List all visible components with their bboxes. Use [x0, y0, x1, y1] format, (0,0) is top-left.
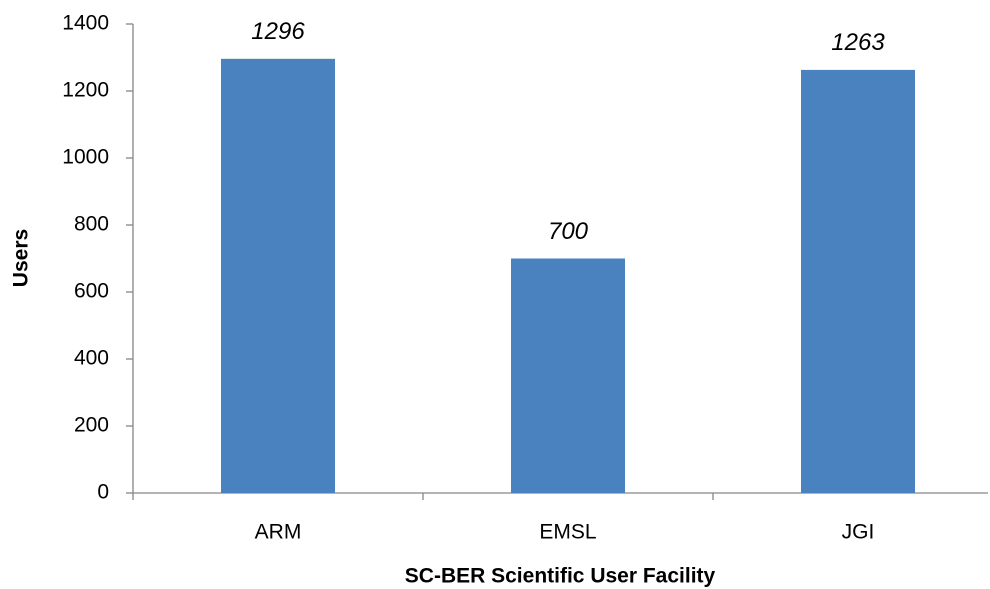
value-label: 1296	[251, 18, 305, 45]
y-tick-label: 200	[74, 414, 109, 437]
x-tick-label: JGI	[842, 521, 875, 544]
bar	[221, 58, 335, 494]
value-label: 700	[548, 218, 589, 245]
bar	[801, 69, 915, 494]
y-tick-label: 400	[74, 347, 109, 370]
y-tick-label: 1200	[62, 79, 109, 102]
y-tick-label: 0	[97, 481, 109, 504]
x-axis-title: SC-BER Scientific User Facility	[405, 565, 716, 588]
y-tick-label: 600	[74, 280, 109, 303]
y-axis-title: Users	[10, 229, 33, 287]
y-tick-label: 1400	[62, 12, 109, 35]
y-tick-label: 1000	[62, 146, 109, 169]
y-tick-label: 800	[74, 213, 109, 236]
x-tick-label: ARM	[255, 521, 302, 544]
value-label: 1263	[831, 29, 885, 56]
bar	[511, 258, 625, 493]
x-tick-label: EMSL	[539, 521, 596, 544]
